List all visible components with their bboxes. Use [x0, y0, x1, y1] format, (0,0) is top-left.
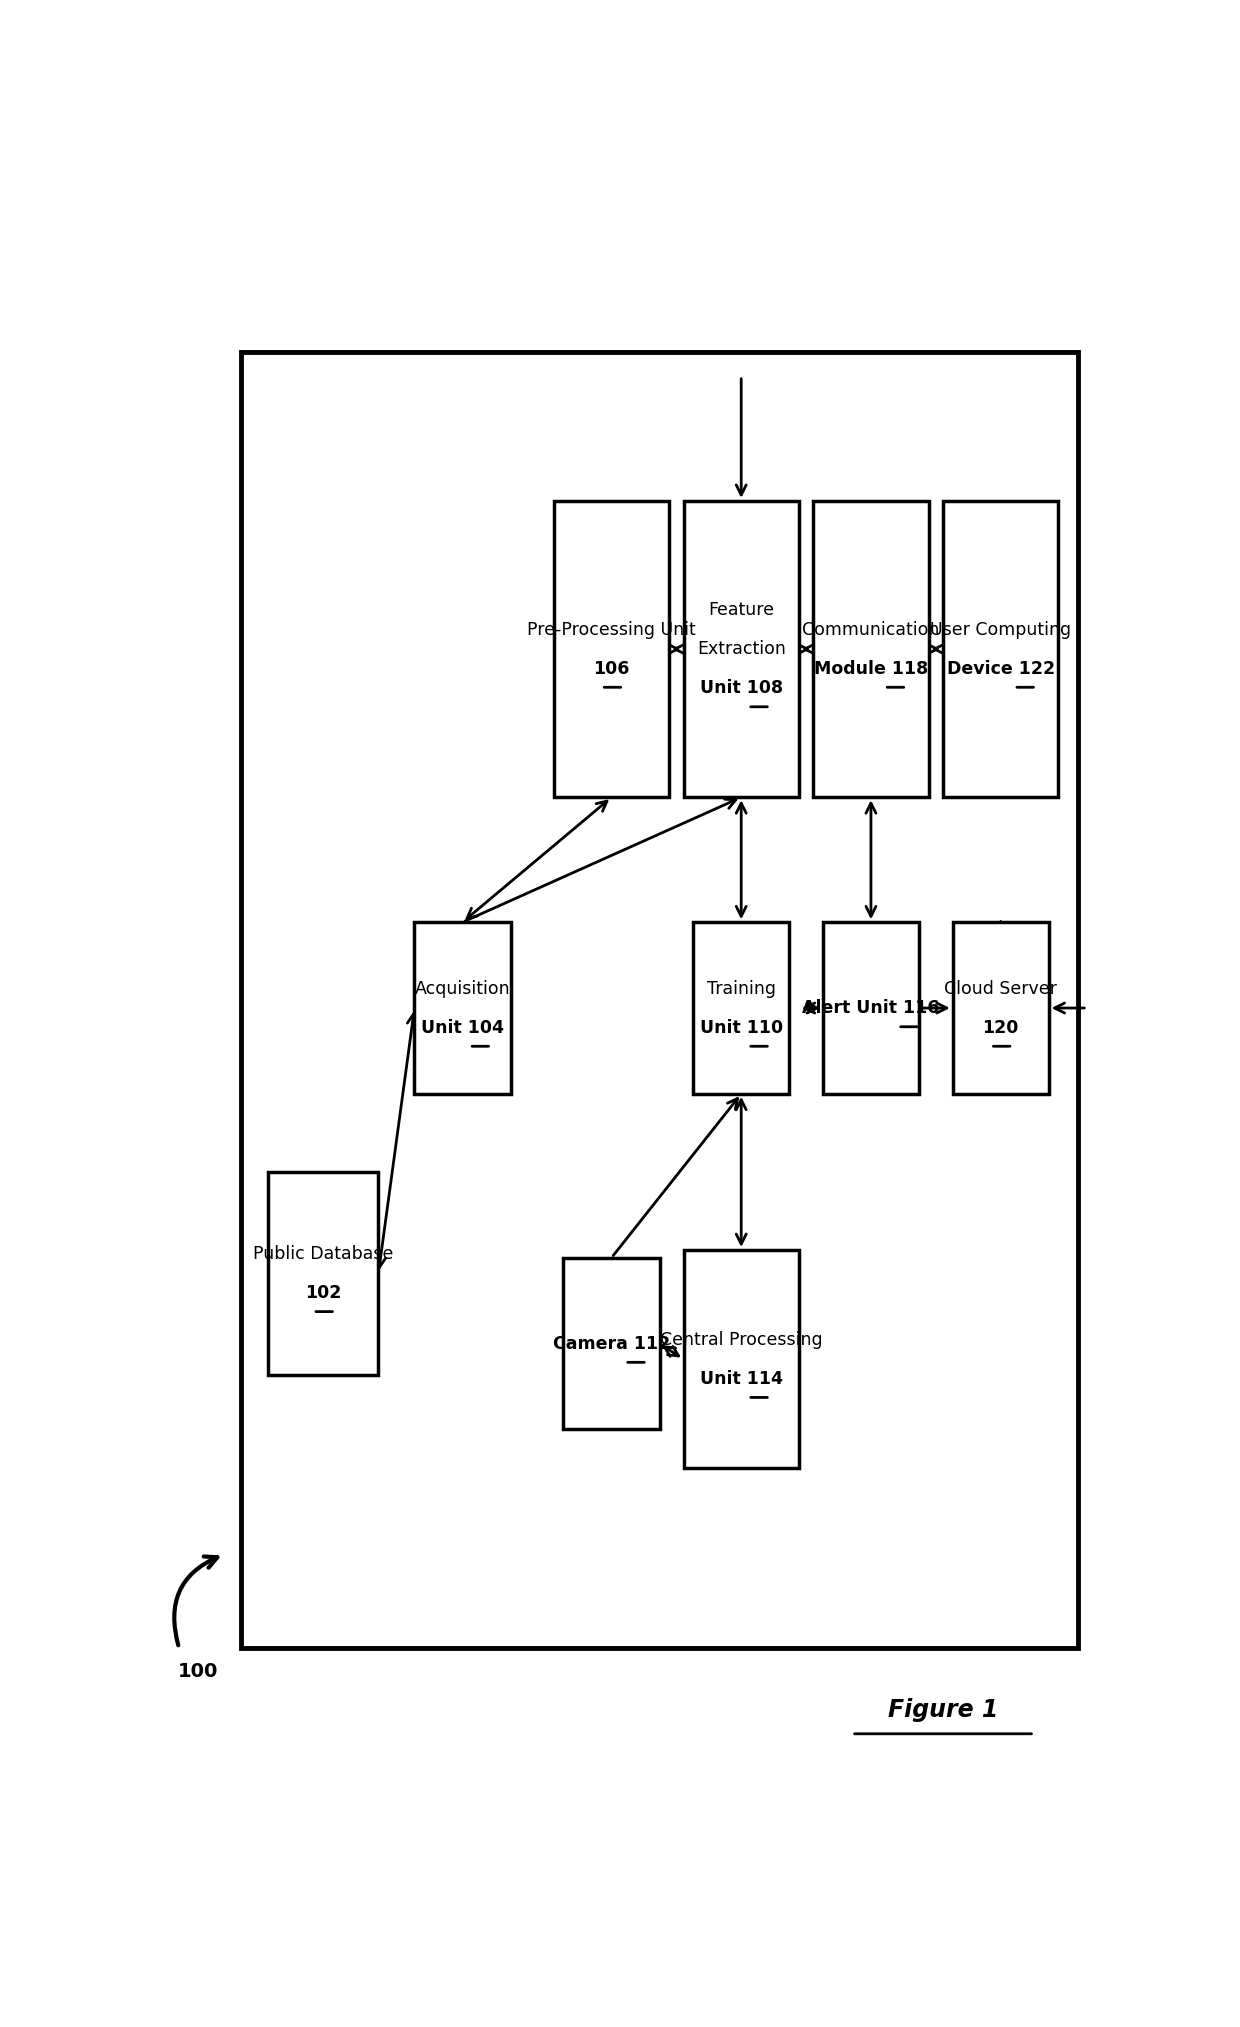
Text: Device 122: Device 122 — [946, 659, 1055, 677]
Bar — [554, 501, 670, 797]
Text: Cloud Server: Cloud Server — [944, 979, 1058, 997]
Bar — [414, 922, 511, 1095]
Text: Unit 110: Unit 110 — [699, 1018, 782, 1036]
Bar — [823, 922, 919, 1095]
Text: User Computing: User Computing — [930, 620, 1071, 639]
Bar — [952, 922, 1049, 1095]
Bar — [944, 501, 1059, 797]
Text: 120: 120 — [982, 1018, 1019, 1036]
Bar — [563, 1257, 660, 1429]
Text: Figure 1: Figure 1 — [888, 1699, 998, 1723]
Text: Unit 104: Unit 104 — [422, 1018, 503, 1036]
Text: Unit 108: Unit 108 — [699, 679, 782, 697]
Text: Camera 112: Camera 112 — [553, 1334, 670, 1352]
Text: Alert Unit 116: Alert Unit 116 — [802, 999, 940, 1018]
Text: Extraction: Extraction — [697, 641, 786, 659]
Text: Module 118: Module 118 — [813, 659, 928, 677]
Bar — [813, 501, 929, 797]
Text: Unit 114: Unit 114 — [699, 1370, 782, 1388]
Text: Training: Training — [707, 979, 776, 997]
Text: 102: 102 — [305, 1283, 341, 1301]
Text: Central Processing: Central Processing — [660, 1330, 822, 1348]
Text: 106: 106 — [593, 659, 630, 677]
Bar — [693, 922, 789, 1095]
Bar — [683, 1251, 799, 1468]
Bar — [683, 501, 799, 797]
Bar — [242, 353, 1078, 1648]
Text: Acquisition: Acquisition — [414, 979, 511, 997]
Text: Communication: Communication — [802, 620, 940, 639]
Text: Public Database: Public Database — [253, 1245, 393, 1263]
Text: Pre-Processing Unit: Pre-Processing Unit — [527, 620, 696, 639]
Text: Feature: Feature — [708, 602, 774, 618]
Bar — [268, 1172, 378, 1374]
Text: 100: 100 — [179, 1662, 218, 1680]
